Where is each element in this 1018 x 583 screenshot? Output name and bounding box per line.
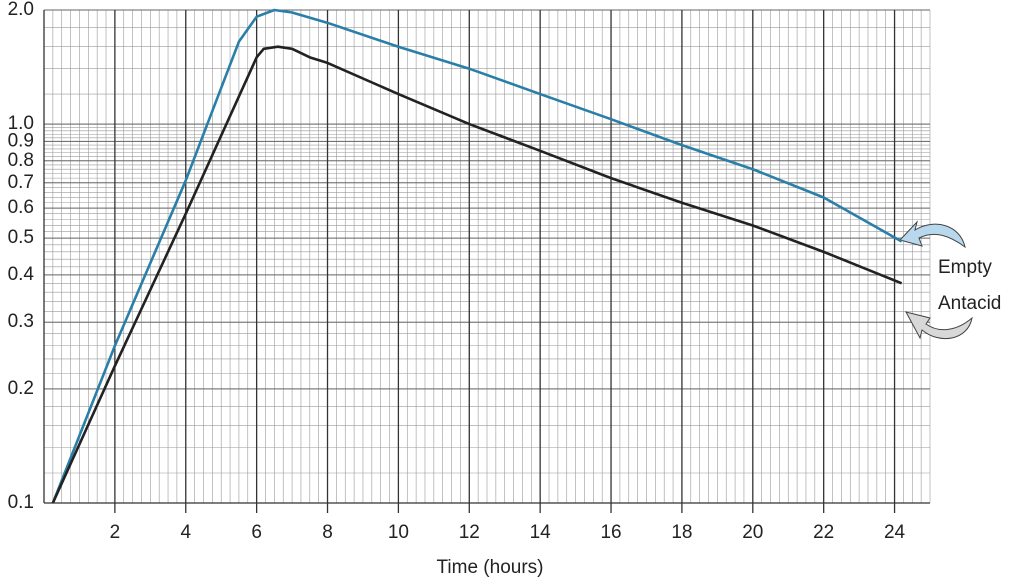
x-tick-label: 2 bbox=[110, 522, 121, 543]
y-tick-label: 1.0 bbox=[8, 113, 34, 134]
y-tick-label: 0.9 bbox=[8, 130, 34, 151]
x-tick-label: 10 bbox=[388, 522, 409, 543]
y-tick-label: 0.4 bbox=[8, 264, 35, 285]
x-tick-label: 4 bbox=[180, 522, 191, 543]
x-tick-label: 16 bbox=[600, 522, 621, 543]
y-tick-label: 0.1 bbox=[8, 492, 34, 513]
x-tick-label: 8 bbox=[322, 522, 333, 543]
x-tick-label: 20 bbox=[742, 522, 763, 543]
x-tick-label: 18 bbox=[671, 522, 692, 543]
grid bbox=[43, 9, 931, 513]
y-tick-label: 0.6 bbox=[8, 197, 34, 218]
x-axis-label: Time (hours) bbox=[437, 557, 544, 578]
y-tick-label: 0.5 bbox=[8, 227, 34, 248]
x-tick-label: 14 bbox=[530, 522, 552, 543]
series-line bbox=[51, 8, 903, 504]
x-tick-label: 6 bbox=[251, 522, 262, 543]
y-tick-label: 0.3 bbox=[8, 311, 34, 332]
y-tick-label: 0.8 bbox=[8, 150, 34, 171]
y-tick-label: 2.0 bbox=[8, 0, 34, 20]
legend-label: Antacid bbox=[938, 293, 1001, 314]
x-tick-label: 22 bbox=[813, 522, 834, 543]
series-line bbox=[51, 45, 903, 504]
x-tick-label: 12 bbox=[459, 522, 480, 543]
empty-arrow bbox=[899, 220, 966, 249]
legend-label: Empty bbox=[938, 257, 992, 278]
y-tick-label: 0.7 bbox=[8, 172, 34, 193]
x-tick-label: 24 bbox=[884, 522, 906, 543]
y-tick-label: 0.2 bbox=[8, 378, 34, 399]
antacid-arrow bbox=[905, 311, 973, 340]
